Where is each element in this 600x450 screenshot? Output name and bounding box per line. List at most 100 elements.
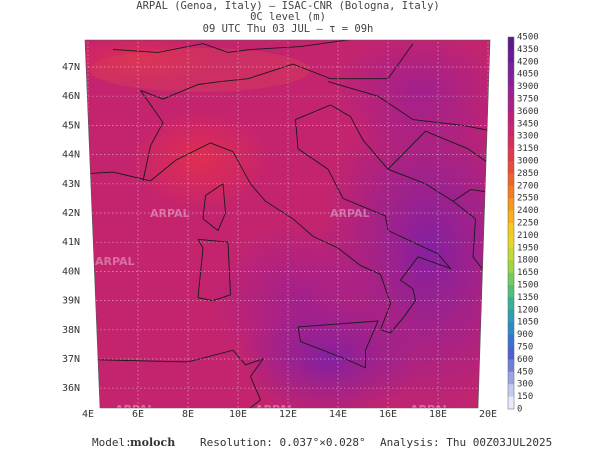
coastline <box>202 183 226 232</box>
colorbar-segment <box>508 285 514 298</box>
colorbar-label: 3150 <box>517 144 539 154</box>
colorbar-label: 2700 <box>517 181 539 191</box>
coastline <box>387 130 490 170</box>
colorbar-segment <box>508 86 514 100</box>
lat-label: 44N <box>62 150 80 161</box>
map-field: ARPAL ARPAL ARPAL ARPAL ARPAL ARPAL <box>85 40 490 416</box>
colorbar-label: 2400 <box>517 206 539 216</box>
lon-label: 18E <box>429 409 447 420</box>
lon-label: 4E <box>82 409 94 420</box>
colorbar-segment <box>508 123 514 137</box>
lon-label: 16E <box>379 409 397 420</box>
lat-label: 38N <box>62 325 80 336</box>
colorbar-segment <box>508 111 514 125</box>
colorbar-label: 450 <box>517 367 533 377</box>
colorbar-segment <box>508 247 514 261</box>
lat-label: 45N <box>62 120 80 131</box>
colorbar-label: 1500 <box>517 281 539 291</box>
colorbar-label: 3600 <box>517 107 539 117</box>
coastline <box>112 40 364 53</box>
colorbar-label: 600 <box>517 355 533 365</box>
colorbar-segment <box>508 384 514 397</box>
footer-model: moloch <box>130 436 175 449</box>
watermark: ARPAL <box>330 207 370 220</box>
footer-resolution: Resolution: 0.037°×0.028° <box>200 436 366 449</box>
lat-label: 39N <box>62 296 80 307</box>
header-line: 09 UTC Thu 03 JUL – τ = 09h <box>203 23 374 35</box>
colorbar-label: 4500 <box>517 33 539 43</box>
footer-model-label: Model: <box>92 436 132 449</box>
colorbar-label: 4200 <box>517 57 539 67</box>
colorbar-segment <box>508 161 514 174</box>
colorbar-label: 3300 <box>517 132 539 142</box>
coastline <box>140 43 414 100</box>
lon-label: 14E <box>329 409 347 420</box>
watermark: ARPAL <box>95 255 135 268</box>
colorbar-segment <box>508 272 514 286</box>
lon-label: 20E <box>479 409 497 420</box>
colorbar-label: 3900 <box>517 82 539 92</box>
colorbar-label: 900 <box>517 330 533 340</box>
coastline <box>297 320 379 369</box>
colorbar-label: 1800 <box>517 256 539 266</box>
header-line: ARPAL (Genoa, Italy) – ISAC-CNR (Bologna… <box>136 0 439 12</box>
lon-label: 12E <box>279 409 297 420</box>
lat-label: 43N <box>62 179 80 190</box>
axis-labels: 47N 46N 45N 44N 43N 42N 41N 40N 39N 38N 37N 36N 4E 6E… <box>62 62 497 420</box>
lon-label: 6E <box>132 409 144 420</box>
colorbar-segment <box>508 396 514 410</box>
footer-analysis: Analysis: Thu 00Z03JUL2025 <box>380 436 552 449</box>
lat-label: 47N <box>62 62 80 73</box>
colorbar-label: 2100 <box>517 231 539 241</box>
colorbar-segment <box>508 210 514 224</box>
colorbar-label: 300 <box>517 380 533 390</box>
lon-label: 8E <box>182 409 194 420</box>
colorbar-segment <box>508 322 514 335</box>
colorbar-segment <box>508 359 514 373</box>
colorbar-label: 2250 <box>517 219 539 229</box>
colorbar-label: 4050 <box>517 70 539 80</box>
colorbar-segment <box>508 136 514 149</box>
colorbar-frame <box>507 36 515 410</box>
watermark: ARPAL <box>115 403 155 416</box>
lat-label: 41N <box>62 237 80 248</box>
lat-label: 36N <box>62 383 80 394</box>
lat-label: 42N <box>62 208 80 219</box>
colorbar-label: 1950 <box>517 243 539 253</box>
watermark: ARPAL <box>150 207 190 220</box>
colorbar-label: 150 <box>517 392 533 402</box>
colorbar-label: 3450 <box>517 119 539 129</box>
lat-label: 40N <box>62 266 80 277</box>
colorbar-label: 750 <box>517 343 533 353</box>
colorbar-segment <box>508 173 514 187</box>
colorbar-segment <box>508 49 514 63</box>
colorbar-label: 3750 <box>517 95 539 105</box>
colorbar-label: 2550 <box>517 194 539 204</box>
colorbar-segment <box>508 347 514 360</box>
coastline <box>140 90 164 181</box>
colorbar-label: 1650 <box>517 268 539 278</box>
colorbar-segment <box>508 185 514 199</box>
map-frame <box>84 39 491 409</box>
watermark: ARPAL <box>410 403 450 416</box>
colorbar-label: 2850 <box>517 169 539 179</box>
colorbar-segment <box>508 198 514 211</box>
colorbar-segment <box>508 260 514 273</box>
watermarks: ARPAL ARPAL ARPAL ARPAL ARPAL ARPAL <box>95 207 450 416</box>
colorbar: 4500435042004050390037503600345033003150… <box>507 33 539 415</box>
colorbar-label: 1350 <box>517 293 539 303</box>
colorbar-label: 1050 <box>517 318 539 328</box>
colorbar-segment <box>508 61 514 75</box>
colorbar-segment <box>508 223 514 236</box>
header-line: 0C level (m) <box>250 11 326 23</box>
lat-label: 37N <box>62 354 80 365</box>
colorbar-segment <box>508 371 514 385</box>
colorbar-segment <box>508 235 514 249</box>
colorbar-segment <box>508 309 514 323</box>
coastline <box>85 104 490 334</box>
coastline <box>85 349 265 408</box>
colorbar-segment <box>508 37 514 50</box>
colorbar-segment <box>508 297 514 311</box>
